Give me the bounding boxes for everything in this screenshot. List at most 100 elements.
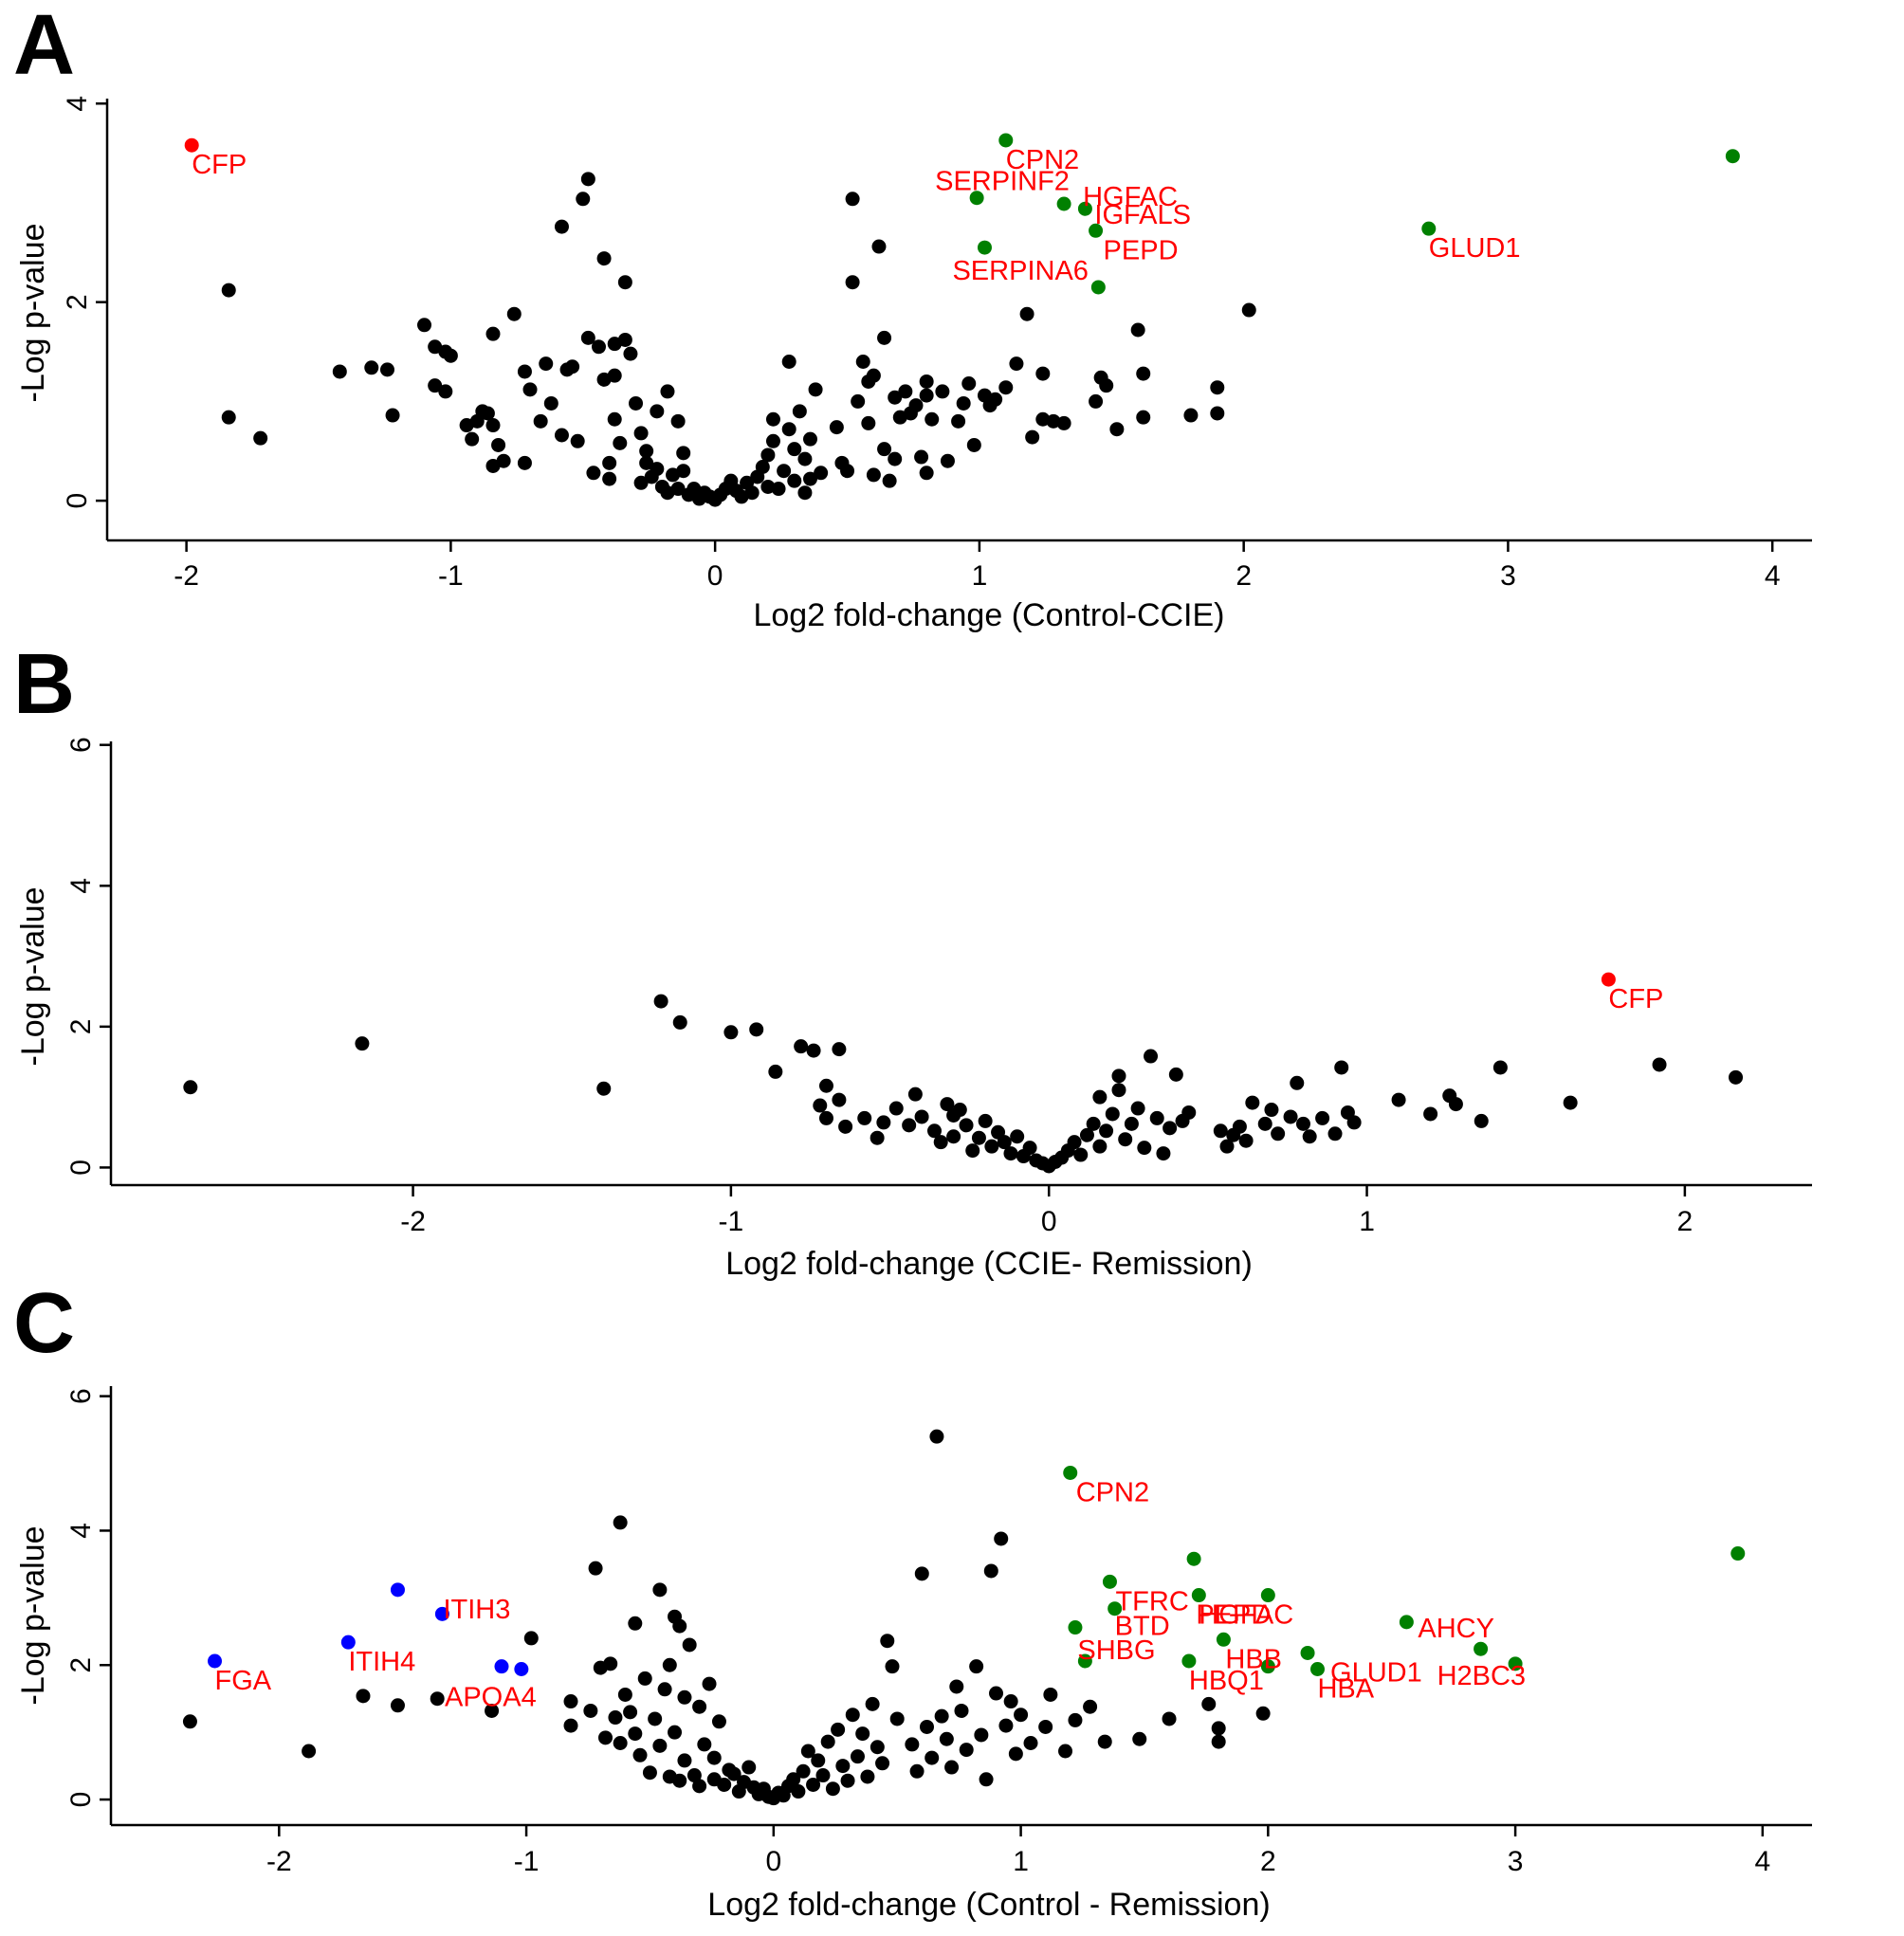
data-point — [988, 392, 1003, 407]
y-tick-label: 4 — [62, 96, 93, 112]
data-point — [485, 458, 501, 473]
data-point — [877, 442, 892, 457]
data-point — [583, 1703, 598, 1718]
data-point — [781, 355, 796, 370]
data-point — [870, 1130, 885, 1145]
data-point — [617, 1687, 632, 1702]
panel-c-ticks: -2 -1 0 1 2 3 4 0 2 4 6 — [65, 1388, 1770, 1877]
highlighted-point — [1077, 201, 1092, 216]
gene-label: HBA — [1317, 1674, 1374, 1705]
data-point — [677, 1753, 692, 1768]
data-point — [1241, 302, 1256, 318]
panel-a-axes — [105, 99, 1812, 542]
data-point — [978, 1113, 993, 1128]
data-point — [602, 455, 617, 470]
data-point — [717, 1777, 732, 1792]
data-point — [1068, 1712, 1083, 1727]
panel-c-axes — [109, 1386, 1812, 1827]
data-point — [221, 283, 236, 298]
data-point — [965, 1143, 980, 1159]
data-point — [1136, 366, 1151, 381]
y-tick-label: 6 — [65, 737, 97, 753]
data-point — [607, 411, 622, 427]
data-point — [1092, 1139, 1108, 1154]
data-point — [1271, 1126, 1286, 1142]
data-point — [909, 1763, 925, 1779]
data-point — [1162, 1711, 1177, 1726]
data-point — [1729, 1069, 1744, 1085]
data-point — [840, 1773, 855, 1788]
data-point — [929, 1429, 944, 1444]
data-point — [617, 332, 632, 347]
data-point — [692, 1699, 707, 1714]
data-point — [1132, 1731, 1147, 1746]
data-point — [1035, 366, 1051, 381]
data-point — [591, 339, 606, 355]
data-point — [966, 437, 981, 452]
data-point — [1168, 1067, 1183, 1082]
data-point — [1492, 1060, 1508, 1075]
data-point — [818, 1078, 833, 1093]
data-point — [1201, 1696, 1217, 1711]
data-point — [676, 464, 691, 479]
data-point — [1022, 1141, 1037, 1156]
data-point — [687, 1768, 702, 1783]
data-point — [850, 1749, 865, 1764]
data-point — [866, 467, 881, 483]
data-point — [711, 1714, 726, 1729]
data-point — [657, 1682, 672, 1697]
data-point — [726, 1766, 741, 1781]
data-point — [1295, 1116, 1310, 1131]
data-point — [877, 330, 892, 345]
data-point — [1056, 415, 1071, 430]
data-point — [1563, 1095, 1578, 1110]
highlighted-point — [1399, 1615, 1414, 1630]
data-point — [533, 413, 548, 429]
data-point — [908, 398, 924, 413]
data-point — [902, 1118, 917, 1133]
y-tick-label: 2 — [65, 1019, 97, 1035]
data-point — [880, 1634, 895, 1649]
y-tick-label: 2 — [65, 1657, 97, 1673]
data-point — [563, 1694, 578, 1709]
data-point — [1097, 1734, 1112, 1749]
data-point — [994, 1531, 1009, 1546]
data-point — [517, 364, 532, 379]
data-point — [1334, 1060, 1349, 1075]
highlighted-point — [1102, 1574, 1117, 1589]
data-point — [865, 1696, 880, 1711]
data-point — [791, 1784, 806, 1799]
data-point — [517, 455, 532, 470]
data-point — [586, 466, 601, 481]
data-point — [183, 1080, 198, 1095]
data-point — [1181, 1105, 1197, 1120]
data-point — [768, 1064, 783, 1079]
panel-c-ylabel: -Log p-value — [15, 1525, 51, 1705]
data-point — [355, 1036, 370, 1051]
data-point — [428, 378, 443, 393]
data-point — [633, 426, 649, 441]
data-point — [1391, 1092, 1406, 1107]
data-point — [417, 318, 432, 333]
data-point — [1083, 1699, 1098, 1714]
data-point — [1130, 1101, 1145, 1116]
panel-c-xlabel: Log2 fold-change (Control - Remission) — [707, 1887, 1270, 1923]
data-point — [692, 1779, 707, 1794]
data-point — [914, 1109, 929, 1124]
data-point — [989, 1686, 1004, 1701]
data-point — [939, 1731, 954, 1746]
data-point — [385, 408, 400, 423]
data-point — [925, 411, 940, 427]
y-tick-label: 6 — [65, 1388, 97, 1404]
data-point — [637, 1671, 652, 1686]
data-point — [465, 431, 480, 447]
data-point — [829, 420, 844, 435]
data-point — [607, 368, 622, 383]
data-point — [554, 219, 569, 234]
highlighted-point — [1089, 223, 1104, 238]
panel-c: C -Log p-value -2 -1 0 1 2 3 4 0 2 4 6 FGA ITIH4 ITI… — [13, 1276, 1812, 1923]
x-tick-label: 3 — [1500, 560, 1516, 592]
gene-label: CFP — [1608, 984, 1663, 1014]
data-point — [1346, 1115, 1362, 1130]
